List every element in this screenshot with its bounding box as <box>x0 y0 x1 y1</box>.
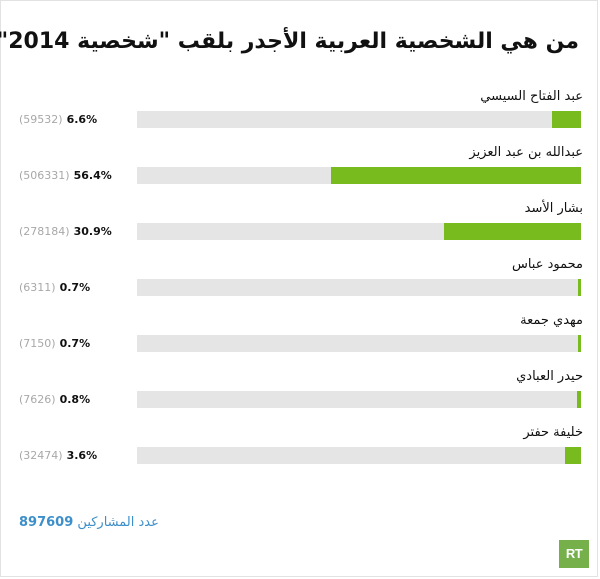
option-bar-fill <box>331 167 581 184</box>
option-stats: (7150) 0.7% <box>19 335 90 352</box>
poll-title: من هي الشخصية العربية الأجدر بلقب "شخصية… <box>0 29 579 54</box>
option-bar-track <box>137 447 581 464</box>
option-percent: 30.9% <box>73 225 112 238</box>
option-stats: (59532) 6.6% <box>19 111 97 128</box>
option-bar-fill <box>578 279 581 296</box>
rt-logo: RT <box>559 540 589 568</box>
poll-option: عبدالله بن عبد العزيز (506331) 56.4% <box>1 145 600 205</box>
option-label: عبدالله بن عبد العزيز <box>469 145 583 160</box>
participants-label: عدد المشاركين <box>77 515 159 530</box>
option-bar-track <box>137 279 581 296</box>
participants-summary: عدد المشاركين 897609 <box>19 515 159 530</box>
option-label: عبد الفتاح السيسي <box>480 89 583 104</box>
option-stats: (506331) 56.4% <box>19 167 112 184</box>
option-vote-count: (6311) <box>19 281 56 294</box>
option-stats: (32474) 3.6% <box>19 447 97 464</box>
option-vote-count: (7150) <box>19 337 56 350</box>
poll-option: مهدي جمعة (7150) 0.7% <box>1 313 600 373</box>
option-vote-count: (32474) <box>19 449 63 462</box>
option-percent: 0.7% <box>59 337 91 350</box>
option-bar-track <box>137 167 581 184</box>
option-label: محمود عباس <box>511 257 583 272</box>
option-label: بشار الأسد <box>524 201 583 216</box>
option-bar-track <box>137 391 581 408</box>
option-bar-fill <box>577 391 581 408</box>
option-percent: 3.6% <box>66 449 98 462</box>
option-bar-fill <box>578 335 581 352</box>
participants-count: 897609 <box>19 515 74 530</box>
option-vote-count: (59532) <box>19 113 63 126</box>
option-label: خليفة حفتر <box>523 425 583 440</box>
option-percent: 0.8% <box>59 393 91 406</box>
option-bar-fill <box>565 447 581 464</box>
poll-option: عبد الفتاح السيسي (59532) 6.6% <box>1 89 600 149</box>
option-vote-count: (506331) <box>19 169 70 182</box>
poll-option: محمود عباس (6311) 0.7% <box>1 257 600 317</box>
option-vote-count: (278184) <box>19 225 70 238</box>
option-stats: (278184) 30.9% <box>19 223 112 240</box>
option-stats: (6311) 0.7% <box>19 279 90 296</box>
option-percent: 6.6% <box>66 113 98 126</box>
option-stats: (7626) 0.8% <box>19 391 90 408</box>
option-label: حيدر العبادي <box>516 369 583 384</box>
option-bar-fill <box>444 223 581 240</box>
option-bar-track <box>137 335 581 352</box>
option-bar-track <box>137 111 581 128</box>
option-label: مهدي جمعة <box>520 313 583 328</box>
option-percent: 56.4% <box>73 169 112 182</box>
option-percent: 0.7% <box>59 281 91 294</box>
option-vote-count: (7626) <box>19 393 56 406</box>
poll-option: بشار الأسد (278184) 30.9% <box>1 201 600 261</box>
option-bar-fill <box>552 111 581 128</box>
poll-option: حيدر العبادي (7626) 0.8% <box>1 369 600 429</box>
poll-option: خليفة حفتر (32474) 3.6% <box>1 425 600 485</box>
option-bar-track <box>137 223 581 240</box>
